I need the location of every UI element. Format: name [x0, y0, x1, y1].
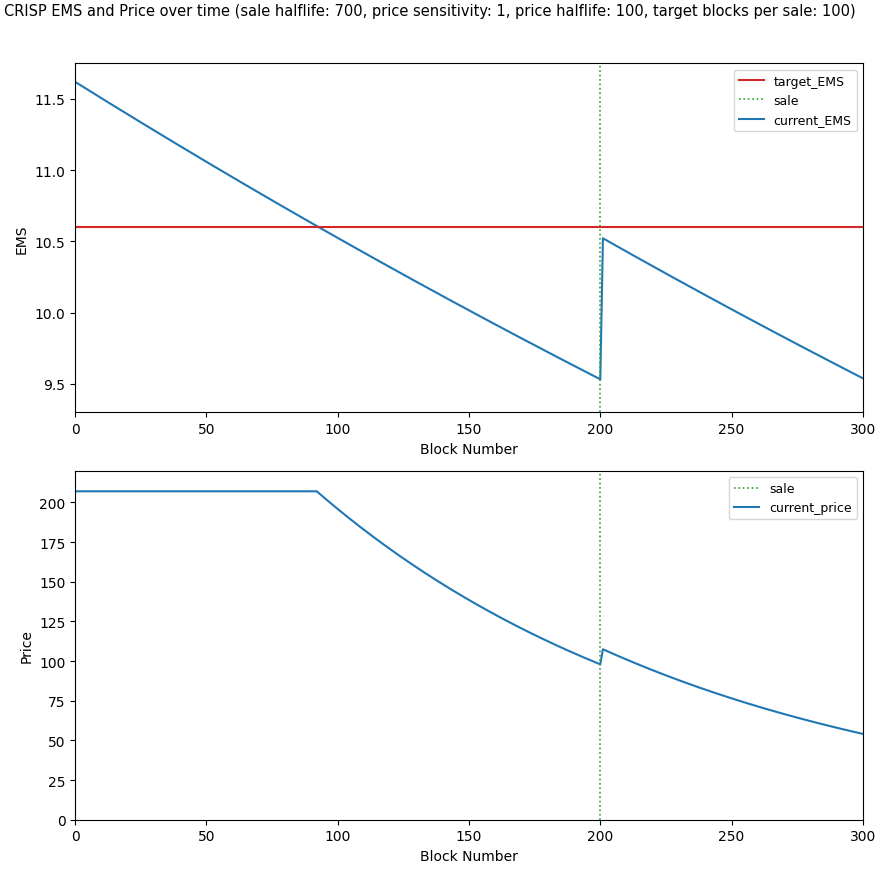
Legend: target_EMS, sale, current_EMS: target_EMS, sale, current_EMS — [733, 70, 856, 132]
Line: current_price: current_price — [75, 492, 862, 734]
X-axis label: Block Number: Block Number — [420, 443, 518, 457]
current_price — [388, 546, 398, 557]
current_EMS — [388, 264, 398, 275]
X-axis label: Block Number: Block Number — [420, 849, 518, 863]
current_EMS — [857, 374, 868, 385]
Line: current_EMS: current_EMS — [75, 83, 862, 380]
current_EMS — [692, 286, 703, 297]
target_EMS — [72, 223, 83, 234]
current_price — [608, 649, 618, 659]
current_price — [69, 486, 80, 497]
current_price — [734, 695, 745, 706]
target_EMS — [69, 223, 80, 234]
current_EMS — [595, 375, 606, 385]
Legend: sale, current_price: sale, current_price — [729, 478, 856, 520]
current_EMS — [69, 77, 80, 88]
current_EMS — [737, 310, 748, 320]
sale — [595, 813, 606, 824]
sale — [595, 815, 606, 825]
Text: CRISP EMS and Price over time (sale halflife: 700, price sensitivity: 1, price h: CRISP EMS and Price over time (sale half… — [4, 4, 856, 19]
current_price — [413, 565, 424, 575]
current_EMS — [803, 345, 813, 356]
current_price — [800, 715, 811, 725]
current_EMS — [610, 241, 621, 252]
current_EMS — [413, 278, 424, 289]
Y-axis label: EMS: EMS — [15, 224, 29, 254]
current_price — [690, 681, 700, 692]
Y-axis label: Price: Price — [20, 629, 34, 662]
current_price — [857, 729, 868, 739]
